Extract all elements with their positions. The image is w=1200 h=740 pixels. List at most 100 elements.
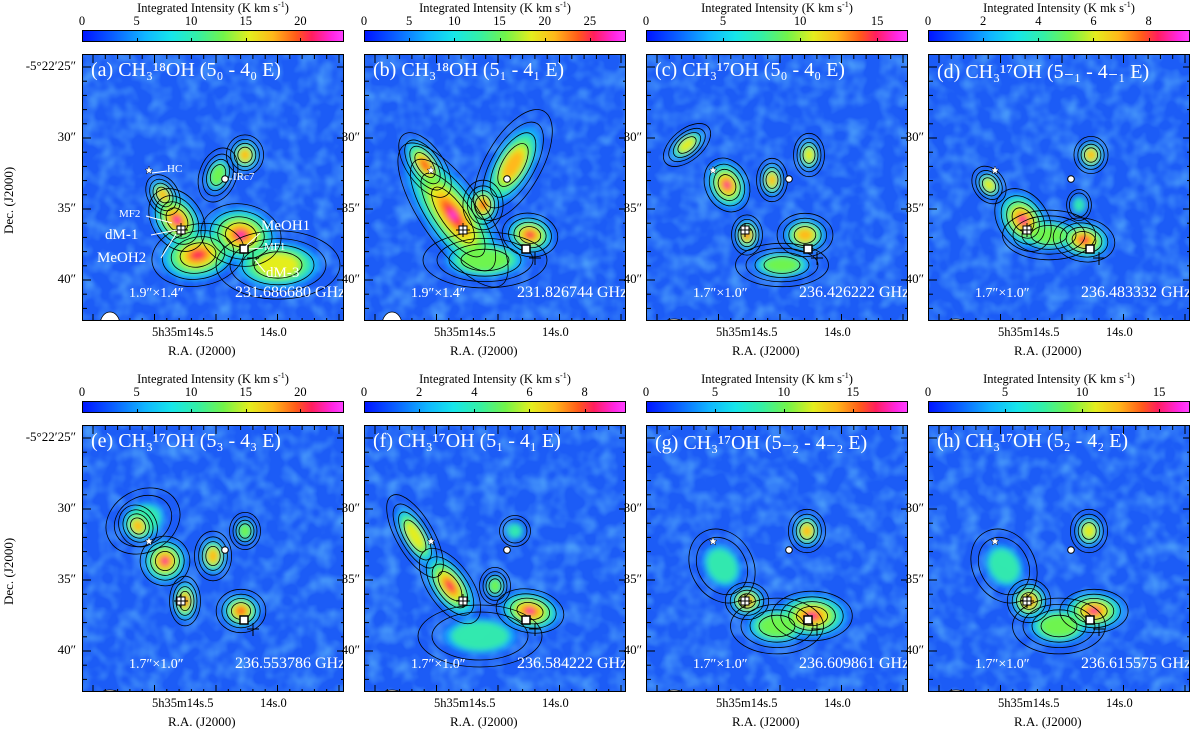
intensity-map: [929, 55, 1189, 320]
beam-ellipse: [102, 689, 118, 691]
colorbar-tick-label: 0: [78, 385, 86, 399]
beam-ellipse: [666, 689, 682, 691]
hc-marker: [990, 165, 1000, 175]
map-panel-a: (a) CH₃¹⁸OH (5₀ - 4₀ E) 1.9″×1.4″ 231.6866…: [82, 54, 344, 321]
colorbar-tick-mark: [136, 409, 138, 413]
colorbar: [646, 30, 908, 42]
dec-tick-label: -5°22′25″: [25, 429, 76, 444]
dec-tick-label: 35″: [905, 200, 924, 215]
beam-size: 1.7″×1.0″: [975, 286, 1030, 301]
colorbar-tick-label: 15: [493, 14, 506, 28]
frequency: 236.426222 GHz: [799, 284, 908, 301]
colorbar-tick-label: 8: [581, 385, 588, 399]
hc-marker: [144, 165, 154, 175]
colorbar-tick-mark: [364, 38, 365, 42]
ra-tick-label: 5h35m14s.5: [716, 325, 778, 339]
mf1-marker: [521, 615, 531, 625]
dec-tick-label: 40″: [57, 271, 76, 286]
mf1-marker: [239, 244, 249, 254]
ra-tick-label: 14s.0: [260, 696, 287, 710]
dec-tick-label: 30″: [623, 500, 642, 515]
beam-ellipse: [384, 689, 400, 691]
x-axis-label: R.A. (J2000): [168, 343, 236, 358]
x-axis-label: R.A. (J2000): [1014, 343, 1082, 358]
beam-size: 1.7″×1.0″: [693, 286, 748, 301]
colorbar-tick-label: 0: [924, 14, 932, 28]
colorbar-tick-mark: [245, 409, 247, 413]
colorbar-tick-label: 5: [406, 14, 413, 28]
map-panel-f: (f) CH₃¹⁷OH (5₁ - 4₁ E) 1.7″×1.0″ 236.5842…: [364, 425, 626, 692]
colorbar-tick-label: 20: [294, 14, 307, 28]
intensity-map: [647, 55, 907, 320]
colorbar-tick-label: 5: [711, 385, 719, 399]
ra-tick-label: 5h35m14s.5: [716, 696, 778, 710]
dec-tick-label: 35″: [341, 200, 360, 215]
colorbar-tick-mark: [800, 38, 802, 42]
dec-tick-label: 35″: [341, 571, 360, 586]
dec-tick-label: 40″: [623, 642, 642, 657]
dec-tick-label: 30″: [905, 129, 924, 144]
colorbar-tick-mark: [364, 409, 365, 413]
ra-tick-label: 5h35m14s.5: [434, 325, 496, 339]
colorbar-tick-mark: [723, 38, 725, 42]
colorbar-tick-mark: [245, 38, 247, 42]
label-meoh1: MeOH1: [261, 218, 311, 234]
colorbar-title: Integrated Intensity (K mk s-1): [983, 0, 1135, 16]
ra-tick-label: 14s.0: [824, 325, 851, 339]
irc7-marker: [503, 175, 511, 183]
frequency: 236.584222 GHz: [517, 655, 626, 672]
dec-tick-label: 40″: [905, 271, 924, 286]
dec-tick-label: 35″: [57, 571, 76, 586]
colorbar-tick-label: 25: [583, 14, 597, 28]
colorbar-tick-label: 5: [719, 14, 727, 28]
intensity-map: [929, 426, 1189, 691]
dec-tick-label: -5°22′25″: [25, 58, 76, 73]
colorbar-tick-label: 6: [1090, 14, 1097, 28]
colorbar-tick-mark: [409, 38, 411, 42]
colorbar-tick-label: 10: [1075, 385, 1089, 399]
colorbar-tick-label: 2: [416, 385, 423, 399]
colorbar-tick-label: 0: [360, 385, 368, 399]
panel-title: (h) CH₃¹⁷OH (5₂ - 4₂ E): [937, 430, 1129, 452]
label-dm1: dM-1: [105, 227, 139, 243]
beam-size: 1.7″×1.0″: [975, 657, 1030, 672]
ra-tick-label: 5h35m14s.5: [998, 325, 1060, 339]
dec-tick-label: 30″: [57, 500, 76, 515]
colorbar-tick-label: 5: [1001, 385, 1009, 399]
hc-marker: [426, 536, 436, 546]
beam-ellipse: [100, 311, 120, 320]
colorbar-tick-mark: [529, 409, 531, 413]
ra-tick-label: 14s.0: [1106, 325, 1133, 339]
dec-tick-label: 40″: [341, 271, 360, 286]
colorbar-tick-label: 20: [294, 385, 307, 399]
map-panel-e: (e) CH₃¹⁷OH (5₃ - 4₃ E) 1.7″×1.0″ 236.5537…: [82, 425, 344, 692]
panel-title: (d) CH₃¹⁷OH (5₋₁ - 4₋₁ E): [937, 61, 1150, 83]
colorbar-tick-label: 0: [924, 385, 932, 399]
colorbar-tick-label: 10: [448, 14, 461, 28]
ra-tick-label: 5h35m14s.5: [998, 696, 1060, 710]
hc-marker: [708, 165, 718, 175]
colorbar-title: Integrated Intensity (K km s-1): [137, 371, 289, 387]
colorbar: [646, 401, 908, 413]
colorbar-tick-label: 4: [1035, 14, 1042, 28]
frequency: 236.609861 GHz: [799, 655, 908, 672]
frequency: 231.826744 GHz: [517, 284, 626, 301]
colorbar-tick-mark: [1038, 38, 1040, 42]
colorbar-tick-label: 8: [1145, 14, 1152, 28]
colorbar-title: Integrated Intensity (K km s-1): [701, 0, 853, 16]
colorbar-tick-label: 4: [471, 385, 478, 399]
frequency: 236.553786 GHz: [235, 655, 344, 672]
colorbar: [364, 401, 626, 413]
beam-ellipse: [948, 689, 964, 691]
irc7-marker: [1067, 546, 1075, 554]
colorbar: [82, 401, 344, 413]
irc7-marker: [1067, 175, 1075, 183]
frequency: 236.615575 GHz: [1081, 655, 1190, 672]
label-meoh2: MeOH2: [97, 250, 147, 266]
colorbar-tick-mark: [474, 409, 476, 413]
intensity-map: [647, 426, 907, 691]
colorbar-tick-label: 20: [538, 14, 551, 28]
beam-ellipse: [948, 318, 964, 320]
colorbar-tick-label: 5: [133, 385, 140, 399]
map-panel-h: (h) CH₃¹⁷OH (5₂ - 4₂ E) 1.7″×1.0″ 236.6155…: [928, 425, 1190, 692]
